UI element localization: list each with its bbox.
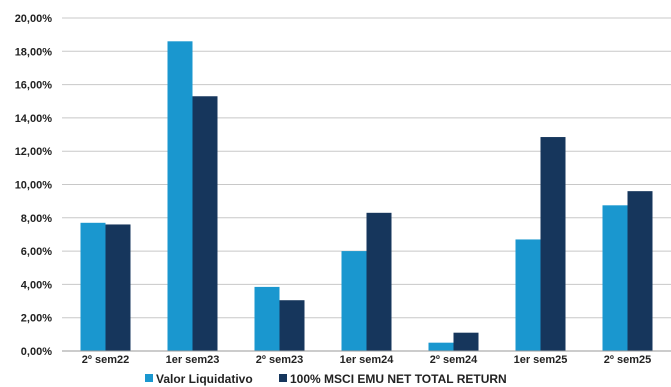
x-tick-label: 1er sem25 — [514, 354, 568, 366]
bar-msci-emu-4 — [453, 332, 479, 351]
x-tick-label: 2º sem22 — [82, 354, 129, 366]
y-tick-label: 18,00% — [15, 46, 53, 58]
bar-valor-liquidativo-5 — [515, 239, 541, 351]
x-tick-label: 2º sem24 — [430, 354, 478, 366]
x-tick-label: 1er sem23 — [166, 354, 220, 366]
y-tick-label: 16,00% — [15, 80, 53, 92]
y-tick-label: 0,00% — [21, 346, 52, 358]
bars — [80, 41, 653, 352]
bar-msci-emu-3 — [366, 212, 392, 351]
x-axis-tick-labels: 2º sem22 1er sem23 2º sem23 1er sem24 2º sem… — [82, 354, 651, 366]
x-tick-label: 2º sem25 — [604, 354, 651, 366]
bar-valor-liquidativo-0 — [80, 222, 106, 351]
y-tick-label: 10,00% — [15, 180, 53, 192]
legend-label-msci-emu: 100% MSCI EMU NET TOTAL RETURN — [290, 372, 507, 386]
bar-msci-emu-5 — [540, 137, 566, 351]
bar-msci-emu-6 — [627, 191, 653, 351]
bar-valor-liquidativo-1 — [167, 41, 193, 352]
y-tick-label: 20,00% — [15, 13, 53, 25]
x-tick-label: 2º sem23 — [256, 354, 303, 366]
bar-valor-liquidativo-6 — [602, 205, 628, 351]
legend: Valor Liquidativo 100% MSCI EMU NET TOTA… — [145, 372, 507, 386]
bar-msci-emu-2 — [279, 300, 305, 351]
y-tick-label: 6,00% — [21, 246, 52, 258]
x-tick-label: 1er sem24 — [340, 354, 395, 366]
y-tick-label: 4,00% — [21, 279, 52, 291]
grid-lines — [62, 17, 671, 319]
legend-swatch-valor-liquidativo — [145, 374, 153, 382]
bar-valor-liquidativo-4 — [428, 342, 454, 351]
y-tick-label: 8,00% — [21, 213, 52, 225]
y-axis-tick-labels: 0,00% 2,00% 4,00% 6,00% 8,00% 10,00% 12,00% 14,… — [15, 13, 53, 358]
bar-msci-emu-0 — [105, 224, 131, 351]
bar-msci-emu-1 — [192, 96, 218, 351]
legend-label-valor-liquidativo: Valor Liquidativo — [156, 372, 253, 386]
bar-valor-liquidativo-3 — [341, 251, 367, 351]
y-tick-label: 2,00% — [21, 313, 52, 325]
y-tick-label: 12,00% — [15, 146, 53, 158]
bar-valor-liquidativo-2 — [254, 286, 280, 351]
y-tick-label: 14,00% — [15, 113, 53, 125]
legend-swatch-msci-emu — [279, 374, 287, 382]
